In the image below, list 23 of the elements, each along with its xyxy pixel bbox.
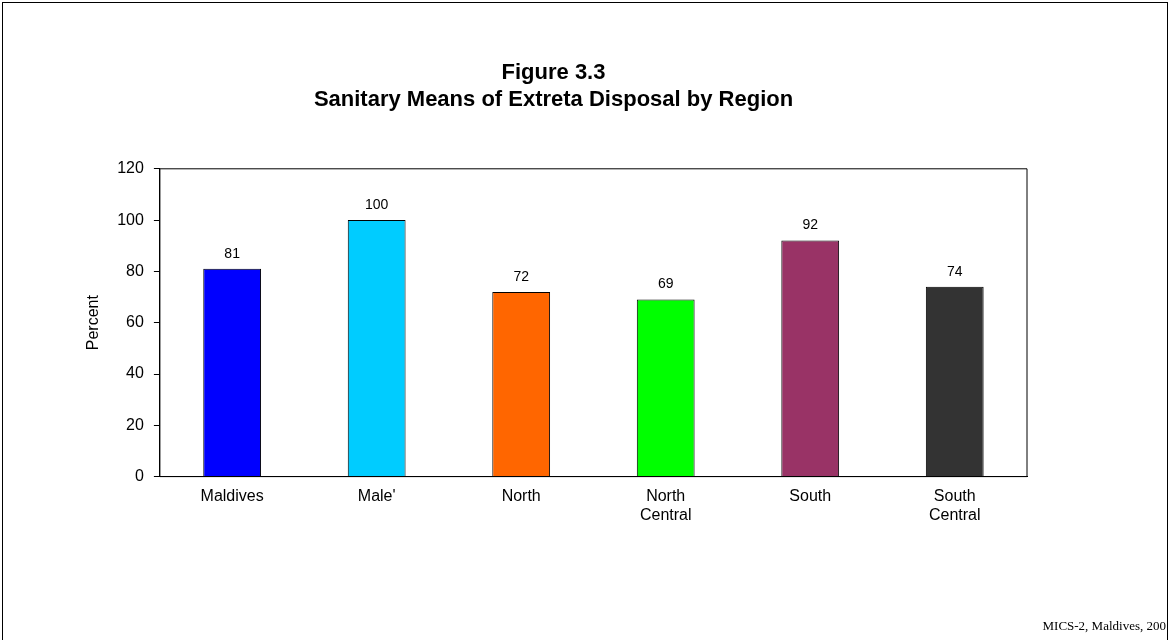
y-tick-label: 40	[126, 364, 144, 382]
x-tick-label: South Central	[928, 486, 981, 523]
y-tick-label: 0	[134, 467, 144, 485]
data-label: 92	[802, 216, 819, 233]
chart-subtitle: Sanitary Means of Extreta Disposal by Region	[313, 85, 794, 111]
data-label: 72	[513, 267, 530, 284]
x-tick-label: Maldives	[200, 486, 264, 504]
y-tick-label: 80	[126, 261, 144, 279]
x-tick-label: Male'	[357, 486, 396, 504]
data-label: 81	[224, 244, 241, 261]
x-tick-label: North Central	[639, 486, 692, 523]
text: MICS-2, Maldives, 200	[1042, 618, 1166, 634]
y-axis-title: Percent	[84, 294, 102, 351]
y-tick-label: 60	[126, 313, 144, 331]
y-tick-label: 120	[117, 159, 144, 177]
y-tick-label: 100	[117, 210, 144, 228]
chart-title: Figure 3.3	[501, 59, 606, 85]
data-label: 74	[946, 262, 963, 279]
data-label: 69	[657, 275, 674, 292]
data-label: 100	[364, 195, 389, 212]
x-tick-label: North	[501, 486, 541, 504]
x-tick-label: South	[789, 486, 832, 504]
y-tick-label: 20	[126, 415, 144, 433]
